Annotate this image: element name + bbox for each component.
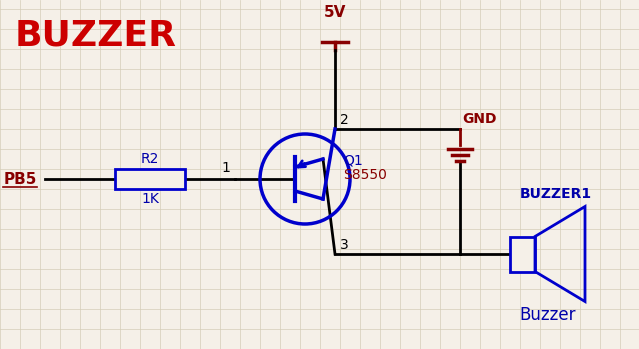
Text: BUZZER: BUZZER (15, 19, 177, 53)
Text: 3: 3 (340, 238, 349, 252)
Text: 1K: 1K (141, 192, 159, 206)
Text: 5V: 5V (324, 5, 346, 20)
Text: R2: R2 (141, 152, 159, 166)
Bar (115, 169, 185, 189)
Text: 2: 2 (340, 113, 349, 127)
Text: 1: 1 (221, 161, 230, 175)
Text: PB5: PB5 (4, 171, 37, 186)
Text: GND: GND (462, 112, 497, 126)
Text: S8550: S8550 (343, 168, 387, 182)
Text: Buzzer: Buzzer (520, 306, 576, 325)
Bar (510, 237, 535, 272)
Text: BUZZER1: BUZZER1 (520, 187, 592, 201)
Text: Q1: Q1 (343, 154, 363, 168)
